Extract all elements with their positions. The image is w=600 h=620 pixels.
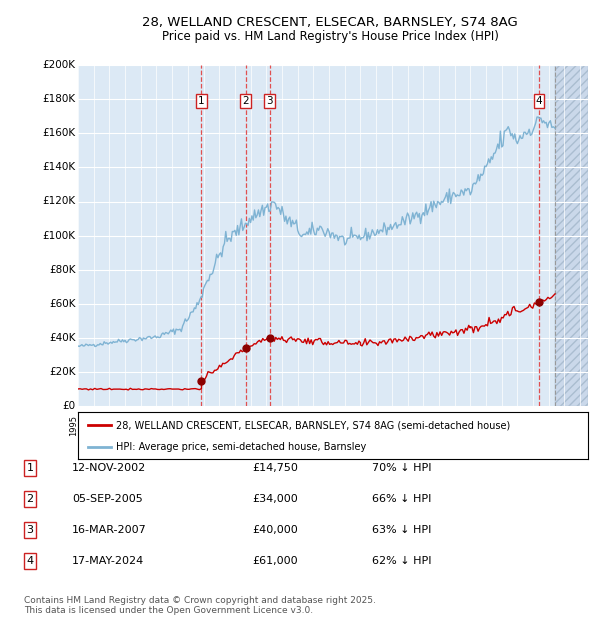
Text: 63% ↓ HPI: 63% ↓ HPI [372, 525, 431, 535]
Text: 2011: 2011 [320, 415, 329, 436]
Text: 1995: 1995 [69, 415, 78, 436]
Text: 2019: 2019 [446, 415, 455, 436]
Text: £61,000: £61,000 [252, 556, 298, 566]
Text: 2007: 2007 [257, 415, 266, 436]
Text: 1996: 1996 [85, 415, 94, 436]
Text: 2012: 2012 [336, 415, 345, 436]
Text: 2015: 2015 [383, 415, 392, 436]
Text: 2003: 2003 [194, 415, 203, 436]
Text: £40,000: £40,000 [252, 525, 298, 535]
Text: 3: 3 [266, 96, 273, 106]
Bar [555, 65, 588, 406]
Text: 2027: 2027 [571, 415, 580, 436]
Text: £14,750: £14,750 [252, 463, 298, 473]
Text: 2000: 2000 [148, 415, 157, 436]
Text: 2024: 2024 [524, 415, 533, 436]
Text: £180K: £180K [43, 94, 76, 104]
Text: 2010: 2010 [304, 415, 313, 436]
Text: 1998: 1998 [116, 415, 125, 436]
Text: 66% ↓ HPI: 66% ↓ HPI [372, 494, 431, 504]
Text: 1: 1 [26, 463, 34, 473]
Text: 2017: 2017 [414, 415, 423, 436]
Text: £100K: £100K [43, 231, 76, 241]
Text: 28, WELLAND CRESCENT, ELSECAR, BARNSLEY, S74 8AG: 28, WELLAND CRESCENT, ELSECAR, BARNSLEY,… [142, 16, 518, 29]
Text: 16-MAR-2007: 16-MAR-2007 [72, 525, 147, 535]
Text: £60K: £60K [49, 299, 76, 309]
Text: 1: 1 [198, 96, 205, 106]
Text: 2002: 2002 [179, 415, 188, 436]
Text: £200K: £200K [43, 60, 76, 70]
Text: 2009: 2009 [289, 415, 298, 436]
Bar [555, 65, 588, 406]
Text: This data is licensed under the Open Government Licence v3.0.: This data is licensed under the Open Gov… [24, 606, 313, 616]
Text: 2014: 2014 [367, 415, 376, 436]
Text: 28, WELLAND CRESCENT, ELSECAR, BARNSLEY, S74 8AG (semi-detached house): 28, WELLAND CRESCENT, ELSECAR, BARNSLEY,… [116, 420, 511, 430]
Text: 2023: 2023 [508, 415, 517, 436]
Text: £0: £0 [62, 401, 76, 411]
Text: 70% ↓ HPI: 70% ↓ HPI [372, 463, 431, 473]
Text: 05-SEP-2005: 05-SEP-2005 [72, 494, 143, 504]
Text: 2013: 2013 [352, 415, 361, 436]
Text: £140K: £140K [43, 162, 76, 172]
Text: 2016: 2016 [398, 415, 407, 436]
Text: 2001: 2001 [163, 415, 172, 436]
Text: 2005: 2005 [226, 415, 235, 436]
Text: 3: 3 [26, 525, 34, 535]
Text: 4: 4 [536, 96, 542, 106]
Text: 2025: 2025 [540, 415, 549, 436]
Text: £80K: £80K [49, 265, 76, 275]
Text: 1997: 1997 [100, 415, 109, 436]
Text: Contains HM Land Registry data © Crown copyright and database right 2025.: Contains HM Land Registry data © Crown c… [24, 596, 376, 606]
Text: 62% ↓ HPI: 62% ↓ HPI [372, 556, 431, 566]
Text: Price paid vs. HM Land Registry's House Price Index (HPI): Price paid vs. HM Land Registry's House … [161, 30, 499, 43]
Text: £40K: £40K [49, 333, 76, 343]
Text: 1999: 1999 [132, 415, 141, 436]
Text: 4: 4 [26, 556, 34, 566]
Text: 2008: 2008 [273, 415, 282, 436]
Text: £34,000: £34,000 [252, 494, 298, 504]
Text: 2: 2 [242, 96, 249, 106]
Text: 2022: 2022 [493, 415, 502, 436]
Text: £160K: £160K [43, 128, 76, 138]
Text: 2021: 2021 [477, 415, 486, 436]
Text: 2018: 2018 [430, 415, 439, 436]
Text: 2020: 2020 [461, 415, 470, 436]
Text: 2004: 2004 [210, 415, 219, 436]
Text: HPI: Average price, semi-detached house, Barnsley: HPI: Average price, semi-detached house,… [116, 442, 367, 452]
Text: £20K: £20K [49, 367, 76, 377]
Text: 2: 2 [26, 494, 34, 504]
Text: 2006: 2006 [242, 415, 251, 436]
Text: £120K: £120K [43, 197, 76, 206]
Text: 17-MAY-2024: 17-MAY-2024 [72, 556, 144, 566]
Text: 2026: 2026 [556, 415, 565, 436]
Text: 12-NOV-2002: 12-NOV-2002 [72, 463, 146, 473]
